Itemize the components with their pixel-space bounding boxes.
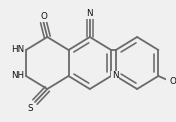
Text: N: N [87,9,93,18]
Text: S: S [27,104,33,113]
Text: N: N [112,71,119,81]
Text: NH: NH [11,71,24,81]
Text: O: O [170,76,176,86]
Text: O: O [40,12,47,21]
Text: HN: HN [11,46,24,55]
